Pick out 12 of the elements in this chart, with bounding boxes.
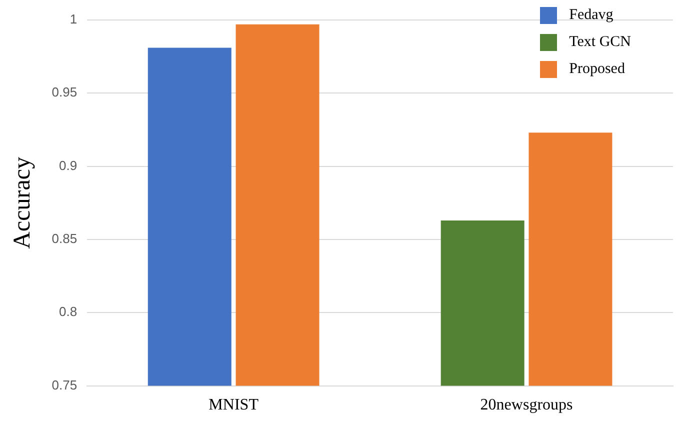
legend-label: Proposed [569,61,625,78]
y-tick-label: 1 [70,12,78,27]
x-tick-label: 20newsgroups [480,396,573,414]
y-tick-label: 0.9 [59,158,78,173]
y-axis-title: Accuracy [10,156,36,249]
x-tick-label: MNIST [208,396,259,414]
y-tick-label: 0.95 [52,84,78,100]
y-tick-label: 0.8 [59,304,78,320]
y-tick-label: 0.85 [52,231,78,246]
legend-label: Fedavg [569,7,614,24]
y-tick-label: 0.75 [52,377,78,392]
legend-label: Text GCN [569,34,631,51]
